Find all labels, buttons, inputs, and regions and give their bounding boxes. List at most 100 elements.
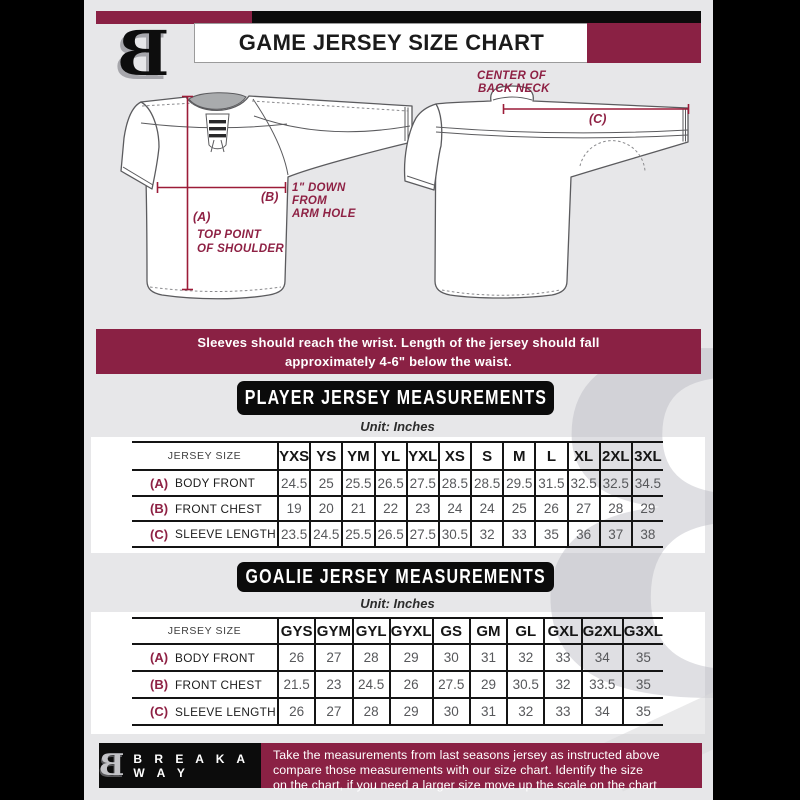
size-column-header: 2XL: [598, 443, 631, 471]
measurement-value: 32: [543, 672, 581, 699]
measurement-value: 32.5: [598, 471, 631, 497]
measurement-value: 27.5: [431, 672, 469, 699]
measurement-value: 36: [566, 522, 599, 548]
page-title: GAME JERSEY SIZE CHART: [238, 30, 545, 55]
measurement-value: 30: [431, 645, 469, 672]
size-column-header: XS: [437, 443, 470, 471]
measurement-value: 35: [534, 522, 567, 548]
size-column-header: GS: [431, 619, 469, 645]
measurement-value: 31: [468, 645, 507, 672]
row-label: (C) SLEEVE LENGTH: [132, 522, 277, 548]
title-box: GAME JERSEY SIZE CHART: [194, 23, 589, 63]
table-corner-label: JERSEY SIZE: [132, 619, 277, 645]
measurement-value: 25.5: [341, 522, 374, 548]
measurement-value: 31.5: [534, 471, 567, 497]
collar-laces: [209, 120, 226, 138]
size-column-header: YXS: [277, 443, 310, 471]
size-column-header: YXL: [405, 443, 438, 471]
measurement-value: 32: [470, 522, 503, 548]
back-measure-lines: [502, 104, 690, 114]
footer-line2: compare those measurements with our size…: [273, 763, 644, 778]
footer-line1: Take the measurements from last seasons …: [273, 748, 660, 762]
label-b: (B): [261, 190, 278, 204]
footer-instructions-box: Take the measurements from last seasons …: [261, 743, 702, 792]
measurement-value: 23: [405, 497, 438, 522]
goalie-measurements-banner: GOALIE JERSEY MEASUREMENTS: [237, 562, 554, 592]
measurement-value: 30: [431, 699, 469, 726]
measurement-value: 21.5: [277, 672, 315, 699]
label-a: (A): [193, 210, 210, 224]
title-accent-block: [587, 23, 701, 63]
note-c-line2: BACK NECK: [478, 83, 550, 95]
row-key: (B): [150, 501, 169, 516]
measurement-value: 24: [470, 497, 503, 522]
row-name: BODY FRONT: [175, 650, 256, 665]
notice-line1: Sleeves should reach the wrist. Length o…: [197, 334, 600, 350]
row-label: (C) SLEEVE LENGTH: [132, 699, 277, 726]
size-column-header: GXL: [543, 619, 581, 645]
measurement-value: 33: [543, 699, 581, 726]
measurement-value: 25.5: [341, 471, 374, 497]
note-a-line2: OF SHOULDER: [197, 243, 284, 255]
footer-line3: on the chart, if you need a larger size …: [273, 778, 657, 793]
measurement-value: 20: [309, 497, 342, 522]
size-column-header: YS: [309, 443, 342, 471]
goalie-unit-label: Unit: Inches: [360, 596, 435, 611]
footer-brand-box: B B R E A K A W A Y: [99, 743, 261, 788]
row-label: (B) FRONT CHEST: [132, 497, 277, 522]
footer-logo-icon: B: [99, 747, 125, 783]
size-column-header: 3XL: [630, 443, 663, 471]
measurement-value: 30.5: [437, 522, 470, 548]
size-column-header: GYXL: [388, 619, 432, 645]
measurement-value: 28: [351, 645, 389, 672]
measurement-value: 23.5: [277, 522, 310, 548]
measurement-value: 29: [468, 672, 507, 699]
measurement-value: 35: [621, 672, 663, 699]
note-b-line3: ARM HOLE: [291, 208, 356, 220]
size-column-header: XL: [566, 443, 599, 471]
measurement-value: 27.5: [405, 522, 438, 548]
measurement-value: 26: [277, 699, 315, 726]
measurement-value: 28.5: [470, 471, 503, 497]
back-left-sleeve: [403, 103, 443, 191]
top-accent-strip-black: [252, 11, 701, 24]
size-column-header: GYS: [277, 619, 315, 645]
front-jersey-diagram: (A) TOP POINT OF SHOULDER (B) 1" DOWN FR…: [120, 92, 413, 300]
measurement-value: 27: [314, 645, 352, 672]
measurement-value: 24: [437, 497, 470, 522]
measurement-value: 22: [373, 497, 406, 522]
goalie-table-card: [91, 612, 705, 734]
note-b-line1: 1" DOWN: [292, 182, 346, 194]
player-size-table: JERSEY SIZE YXS YS YM YL YXL XS S M L XL 2XL 3XL (A) B…: [132, 441, 663, 548]
measurement-value: 24.5: [309, 522, 342, 548]
measurement-value: 38: [630, 522, 663, 548]
measurement-value: 26: [277, 645, 315, 672]
measurement-value: 32: [506, 699, 544, 726]
measurement-value: 26.5: [373, 522, 406, 548]
measurement-value: 37: [598, 522, 631, 548]
measurement-value: 28.5: [437, 471, 470, 497]
size-column-header: YM: [341, 443, 374, 471]
row-name: SLEEVE LENGTH: [175, 527, 276, 541]
measurement-value: 25: [309, 471, 342, 497]
lace-panel: [205, 113, 230, 150]
measurement-value: 30.5: [506, 672, 544, 699]
row-label: (A) BODY FRONT: [132, 471, 277, 497]
row-label: (B) FRONT CHEST: [132, 672, 277, 699]
measurement-value: 31: [468, 699, 507, 726]
note-b-line2: FROM: [292, 195, 327, 207]
collar-opening: [188, 92, 247, 110]
row-name: BODY FRONT: [175, 476, 256, 490]
top-accent-strip-maroon: [96, 11, 252, 24]
measurement-value: 33.5: [580, 672, 622, 699]
size-column-header: G3XL: [621, 619, 663, 645]
size-column-header: GL: [506, 619, 544, 645]
measurement-value: 29.5: [502, 471, 535, 497]
measurement-value: 34: [580, 645, 622, 672]
size-column-header: M: [502, 443, 535, 471]
measurement-value: 27: [314, 699, 352, 726]
measurement-value: 24.5: [351, 672, 389, 699]
measurement-value: 29: [388, 645, 432, 672]
measurement-value: 35: [621, 699, 663, 726]
